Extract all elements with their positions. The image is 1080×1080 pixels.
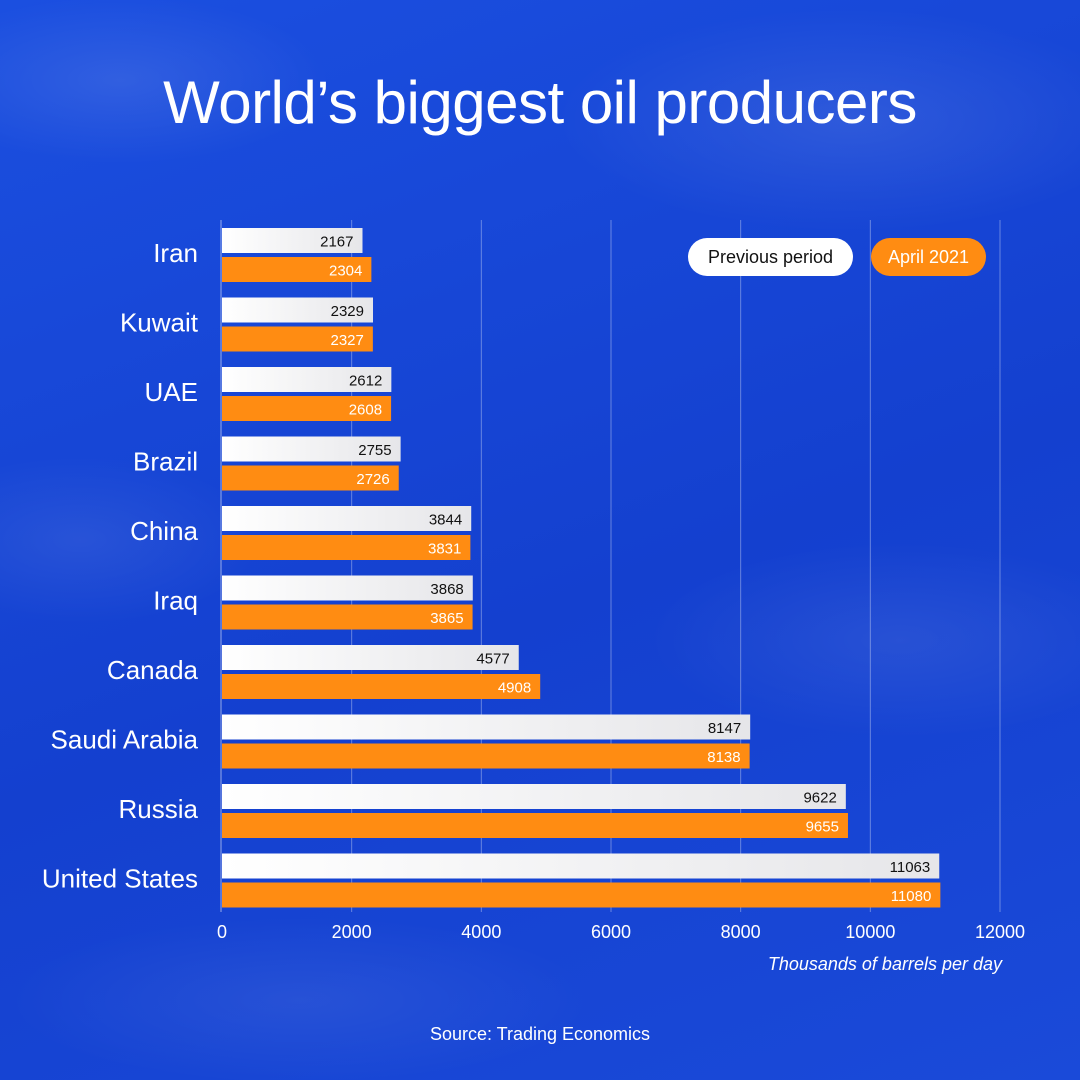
category-label-saudi-arabia: Saudi Arabia xyxy=(51,725,199,755)
data-label-iraq-previous: 3868 xyxy=(430,581,463,598)
bar-iraq-previous xyxy=(222,575,473,601)
category-label-uae: UAE xyxy=(145,377,198,407)
category-label-canada: Canada xyxy=(107,655,199,685)
category-label-united-states: United States xyxy=(42,864,198,894)
x-tick-label-12000: 12000 xyxy=(975,922,1025,942)
bar-brazil-previous xyxy=(222,436,401,462)
bar-china-april-2021 xyxy=(222,535,471,560)
data-label-brazil-april-2021: 2726 xyxy=(356,471,389,488)
bar-kuwait-april-2021 xyxy=(222,326,373,352)
category-label-brazil: Brazil xyxy=(133,447,198,477)
category-label-russia: Russia xyxy=(119,794,199,824)
data-label-united-states-previous: 11063 xyxy=(890,859,931,876)
data-label-canada-previous: 4577 xyxy=(476,651,509,668)
x-tick-label-0: 0 xyxy=(217,922,227,942)
data-label-iraq-april-2021: 3865 xyxy=(430,610,463,627)
bar-kuwait-previous xyxy=(222,297,373,323)
category-label-iraq: Iraq xyxy=(153,586,198,616)
data-label-russia-previous: 9622 xyxy=(803,790,836,807)
page-title: World’s biggest oil producers xyxy=(163,69,917,136)
x-tick-label-4000: 4000 xyxy=(461,922,501,942)
bar-russia-previous xyxy=(222,784,846,809)
x-tick-label-10000: 10000 xyxy=(845,922,895,942)
x-tick-label-6000: 6000 xyxy=(591,922,631,942)
x-axis-label: Thousands of barrels per day xyxy=(768,954,1003,974)
data-label-saudi-arabia-previous: 8147 xyxy=(708,720,741,737)
x-tick-label-2000: 2000 xyxy=(332,922,372,942)
category-label-kuwait: Kuwait xyxy=(120,308,199,338)
bar-china-previous xyxy=(222,506,472,531)
data-label-iran-previous: 2167 xyxy=(320,234,353,251)
bar-canada-april-2021 xyxy=(222,674,541,699)
bar-russia-april-2021 xyxy=(222,813,848,838)
data-label-uae-previous: 2612 xyxy=(349,373,382,390)
data-label-russia-april-2021: 9655 xyxy=(806,819,839,836)
data-label-kuwait-april-2021: 2327 xyxy=(330,332,363,349)
category-label-china: China xyxy=(130,516,198,546)
data-label-iran-april-2021: 2304 xyxy=(329,263,362,280)
bar-iran-april-2021 xyxy=(222,257,372,282)
data-label-china-previous: 3844 xyxy=(429,512,462,529)
category-label-iran: Iran xyxy=(153,238,198,268)
data-label-saudi-arabia-april-2021: 8138 xyxy=(707,749,740,766)
bar-iraq-april-2021 xyxy=(222,604,473,630)
data-label-uae-april-2021: 2608 xyxy=(349,402,382,419)
legend-previous-period: Previous period xyxy=(688,238,853,276)
data-label-brazil-previous: 2755 xyxy=(358,442,391,459)
legend-april-2021: April 2021 xyxy=(871,238,986,276)
data-label-kuwait-previous: 2329 xyxy=(331,303,364,320)
source-note: Source: Trading Economics xyxy=(429,1024,651,1044)
bar-united-states-april-2021 xyxy=(222,882,941,908)
bar-uae-previous xyxy=(222,367,392,392)
x-tick-label-8000: 8000 xyxy=(721,922,761,942)
bar-brazil-april-2021 xyxy=(222,465,399,491)
bar-uae-april-2021 xyxy=(222,396,392,421)
bar-united-states-previous xyxy=(222,853,940,879)
data-label-canada-april-2021: 4908 xyxy=(498,680,531,697)
data-label-united-states-april-2021: 11080 xyxy=(891,888,932,905)
bar-iran-previous xyxy=(222,228,363,253)
bar-saudi-arabia-april-2021 xyxy=(222,743,750,769)
bar-canada-previous xyxy=(222,645,519,670)
bar-saudi-arabia-previous xyxy=(222,714,751,740)
data-label-china-april-2021: 3831 xyxy=(428,541,461,558)
